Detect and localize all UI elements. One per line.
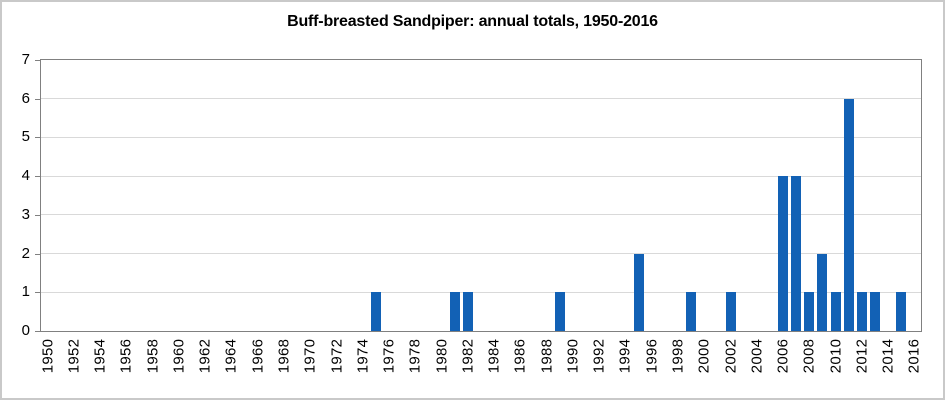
x-tick-label: 1986 xyxy=(511,338,529,374)
y-tick-mark xyxy=(35,176,40,178)
x-tick-label: 1958 xyxy=(144,338,162,374)
x-tick-label: 1982 xyxy=(459,338,477,374)
bar-2015 xyxy=(896,292,907,331)
x-tick-label: 2006 xyxy=(774,338,792,374)
x-tick-label: 1956 xyxy=(117,338,135,374)
bar-1999 xyxy=(686,292,697,331)
gridline xyxy=(41,291,921,293)
bar-2006 xyxy=(778,176,789,331)
bar-2012 xyxy=(856,292,867,331)
gridline xyxy=(41,98,921,100)
y-tick-label: 3 xyxy=(21,205,30,223)
x-tick-label: 1950 xyxy=(39,338,57,374)
y-tick-label: 0 xyxy=(21,322,30,339)
gridline xyxy=(41,253,921,255)
x-tick-label: 2016 xyxy=(905,338,923,374)
gridline xyxy=(41,214,921,216)
x-tick-label: 1970 xyxy=(301,338,319,374)
bar-2007 xyxy=(791,176,802,331)
x-tick-label: 1962 xyxy=(196,338,214,374)
x-tick-label: 2010 xyxy=(827,338,845,374)
x-tick-label: 2012 xyxy=(853,338,871,374)
bar-1981 xyxy=(449,292,460,331)
bar-2013 xyxy=(870,292,881,331)
bar-1975 xyxy=(370,292,381,331)
bar-2002 xyxy=(725,292,736,331)
gridline xyxy=(41,175,921,177)
x-tick-label: 1978 xyxy=(406,338,424,374)
x-tick-label: 1990 xyxy=(564,338,582,374)
x-tick-label: 1960 xyxy=(170,338,188,374)
x-tick-label: 1952 xyxy=(65,338,83,374)
bar-1982 xyxy=(462,292,473,331)
x-tick-label: 1972 xyxy=(328,338,346,374)
x-axis: 1950 1952 1954 1956 1958 1960 1962 1964 1966 1968… xyxy=(39,332,923,384)
x-tick-label: 1954 xyxy=(91,338,109,374)
plot-area xyxy=(40,59,922,332)
y-tick-label: 7 xyxy=(21,51,30,68)
x-tick-label: 1968 xyxy=(275,338,293,374)
y-axis: 0 1 2 3 4 5 6 7 xyxy=(2,51,40,339)
x-tick-label: 1992 xyxy=(590,338,608,374)
y-tick-label: 2 xyxy=(21,244,30,262)
bar-2010 xyxy=(830,292,841,331)
x-tick-label: 1966 xyxy=(249,338,267,374)
x-tick-label: 1988 xyxy=(538,338,556,374)
x-tick-label: 2014 xyxy=(879,338,897,374)
y-tick-label: 1 xyxy=(21,283,30,301)
x-tick-label: 1980 xyxy=(433,338,451,374)
chart-title: Buff-breasted Sandpiper: annual totals, … xyxy=(287,13,658,30)
y-tick-mark xyxy=(35,60,40,61)
y-tick-mark xyxy=(35,214,40,216)
y-tick-mark xyxy=(35,98,40,100)
bar-1995 xyxy=(633,253,644,331)
x-tick-label: 1994 xyxy=(616,338,634,374)
bar-2011 xyxy=(843,98,854,331)
x-tick-label: 2000 xyxy=(695,338,713,374)
y-tick-mark xyxy=(35,137,40,139)
y-tick-label: 5 xyxy=(21,128,30,146)
y-tick-label: 6 xyxy=(21,89,30,107)
bar-2009 xyxy=(817,253,828,331)
x-tick-label: 1998 xyxy=(669,338,687,374)
bar-1989 xyxy=(554,292,565,331)
y-tick-mark xyxy=(35,253,40,255)
x-tick-label: 1996 xyxy=(643,338,661,374)
x-tick-label: 2002 xyxy=(722,338,740,374)
y-tick-label: 4 xyxy=(21,167,30,185)
x-tick-label: 1976 xyxy=(380,338,398,374)
bar-2008 xyxy=(804,292,815,331)
y-tick-mark xyxy=(35,292,40,294)
y-tick-mark xyxy=(35,331,40,332)
gridline xyxy=(41,136,921,138)
x-tick-label: 2008 xyxy=(800,338,818,374)
x-tick-label: 2004 xyxy=(748,338,766,374)
x-tick-label: 1964 xyxy=(222,338,240,374)
x-tick-label: 1984 xyxy=(485,338,503,374)
x-tick-label: 1974 xyxy=(354,338,372,374)
